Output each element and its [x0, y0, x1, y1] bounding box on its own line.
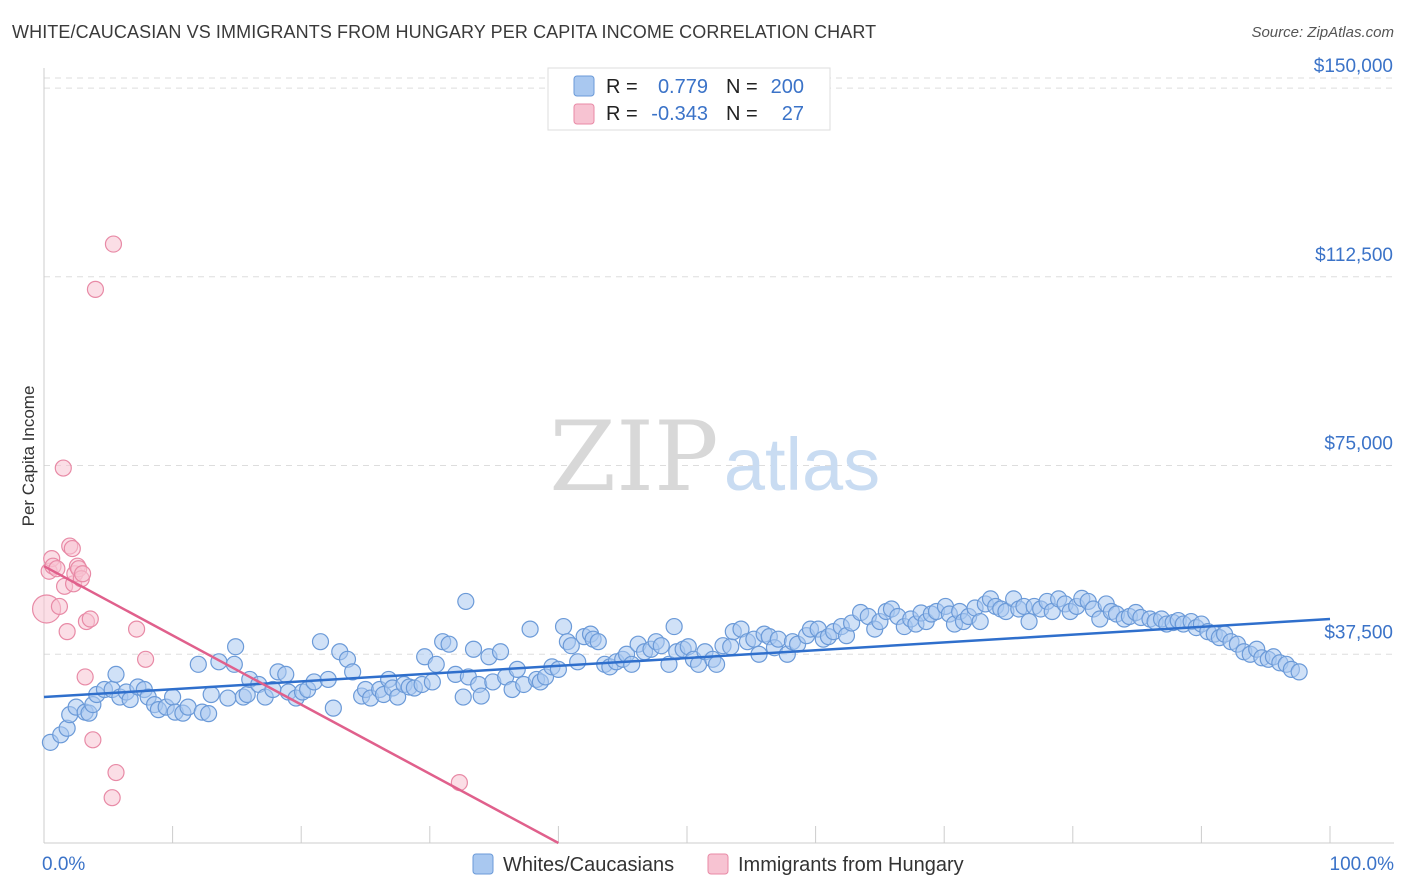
y-tick-labels: $37,500 $75,000 $112,500 $150,000: [1314, 56, 1393, 643]
blue-point: [769, 630, 787, 648]
blue-point: [1290, 663, 1308, 681]
blue-point: [472, 687, 490, 705]
pink-point: [63, 539, 81, 558]
watermark-zip: ZIP: [549, 401, 718, 513]
pink-point: [50, 597, 69, 616]
pink-point: [73, 565, 92, 583]
series-whites-points: [41, 589, 1308, 751]
bottom-legend-label-pink: Immigrants from Hungary: [738, 854, 964, 876]
pink-point: [450, 774, 468, 792]
blue-point: [562, 637, 580, 655]
blue-point: [521, 620, 539, 638]
blue-point: [324, 699, 342, 717]
legend-swatch-blue: [573, 75, 595, 97]
pink-point: [86, 280, 105, 298]
y-tick-label-1: $75,000: [1324, 434, 1393, 455]
watermark: ZIP atlas: [549, 401, 880, 513]
pink-point: [58, 623, 76, 641]
y-tick-label-2: $112,500: [1315, 245, 1393, 266]
bottom-legend-swatch-blue: [472, 853, 494, 875]
legend-r-label-2: R =: [606, 103, 638, 125]
source-label: Source: ZipAtlas.com: [1251, 24, 1394, 41]
blue-point: [491, 643, 510, 661]
blue-point: [1020, 612, 1038, 631]
series-hungary-points: [31, 235, 468, 807]
axes: [43, 68, 1394, 844]
blue-point: [440, 635, 458, 653]
legend-n-value-2: 27: [782, 103, 804, 125]
blue-point: [200, 705, 218, 723]
x-tick-labels: 0.0% 100.0%: [42, 854, 1394, 875]
bottom-legend-label-blue: Whites/Caucasians: [503, 854, 674, 876]
trend-line-whites: [43, 617, 1331, 699]
y-tick-label-3: $150,000: [1314, 56, 1393, 77]
blue-point: [202, 685, 220, 704]
bottom-legend: Whites/Caucasians Immigrants from Hungar…: [472, 853, 964, 876]
x-tick-label-0: 0.0%: [42, 854, 85, 875]
blue-point: [277, 665, 295, 683]
blue-point: [569, 653, 587, 671]
pink-point: [81, 610, 99, 628]
blue-point: [549, 660, 568, 678]
legend-n-value-1: 200: [771, 76, 804, 98]
watermark-atlas: atlas: [724, 423, 880, 506]
trend-line-hungary: [43, 565, 559, 845]
pink-point: [127, 620, 146, 638]
pink-point: [104, 235, 123, 253]
pink-point: [136, 650, 155, 668]
blue-point: [107, 665, 125, 683]
legend-swatch-pink: [573, 103, 595, 125]
pink-point: [107, 763, 125, 782]
blue-point: [589, 633, 607, 651]
grid-lines: [44, 77, 1394, 655]
blue-point: [464, 640, 483, 658]
pink-point: [84, 731, 102, 749]
pink-point: [54, 459, 72, 477]
blue-point: [554, 617, 573, 636]
blue-point: [164, 688, 182, 706]
legend-r-value-1: 0.779: [658, 76, 708, 98]
blue-point: [311, 633, 330, 651]
y-tick-label-0: $37,500: [1324, 622, 1393, 643]
legend-box: R = 0.779 N = 200 R = -0.343 N = 27: [547, 67, 831, 131]
legend-r-value-2: -0.343: [651, 103, 708, 125]
blue-point: [454, 688, 472, 706]
blue-point: [423, 673, 441, 691]
legend-r-label-1: R =: [606, 76, 638, 98]
blue-point: [427, 655, 445, 673]
legend-n-label-1: N =: [726, 76, 758, 98]
blue-point: [189, 655, 207, 673]
pink-point: [76, 668, 94, 686]
blue-point: [219, 689, 237, 707]
blue-point: [722, 638, 740, 656]
blue-point: [457, 592, 475, 611]
blue-point: [707, 655, 726, 673]
bottom-legend-swatch-pink: [707, 853, 729, 875]
blue-point: [227, 638, 245, 656]
blue-point: [971, 612, 989, 631]
blue-point: [623, 655, 641, 673]
chart-title: WHITE/CAUCASIAN VS IMMIGRANTS FROM HUNGA…: [12, 22, 877, 42]
x-tick-label-1: 100.0%: [1330, 854, 1395, 875]
pink-point: [103, 789, 121, 807]
trend-lines: [43, 565, 1331, 845]
blue-point: [344, 663, 362, 681]
y-axis-label: Per Capita Income: [19, 386, 38, 527]
blue-point: [665, 617, 683, 636]
legend-n-label-2: N =: [726, 103, 758, 125]
blue-point: [652, 637, 670, 655]
